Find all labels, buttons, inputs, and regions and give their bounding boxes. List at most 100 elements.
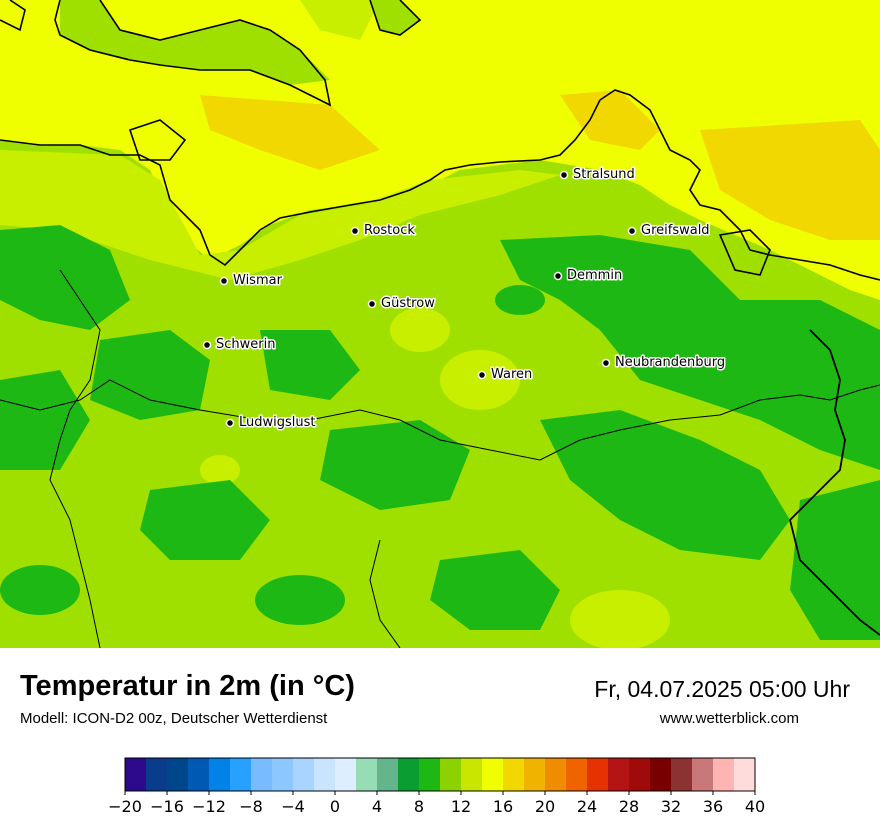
colorbar-cell bbox=[461, 758, 483, 791]
cool-patch bbox=[430, 550, 560, 630]
colorbar-tick-label: 36 bbox=[703, 797, 723, 816]
island-coastline bbox=[369, 0, 422, 36]
cool-patch bbox=[140, 480, 270, 560]
colorbar-cell bbox=[629, 758, 651, 791]
colorbar-cell bbox=[713, 758, 735, 791]
city-dot bbox=[350, 226, 360, 236]
city-label: Stralsund bbox=[573, 167, 635, 182]
cool-patch bbox=[255, 575, 345, 625]
state-border bbox=[369, 539, 401, 648]
colorbar-cell bbox=[587, 758, 609, 791]
city-label: Waren bbox=[491, 367, 532, 382]
colorbar-tick-label: −8 bbox=[239, 797, 263, 816]
colorbar-cell bbox=[356, 758, 378, 791]
city-marker: Güstrow bbox=[367, 295, 437, 313]
map-title: Temperatur in 2m (in °C) bbox=[20, 670, 355, 702]
city-marker: Neubrandenburg bbox=[601, 354, 727, 372]
island-coastline bbox=[54, 0, 332, 107]
colorbar-cell bbox=[293, 758, 315, 791]
city-marker: Rostock bbox=[350, 222, 417, 240]
colorbar-cell bbox=[167, 758, 189, 791]
national-border bbox=[789, 329, 880, 636]
city-label: Wismar bbox=[233, 273, 283, 288]
colorbar-cell bbox=[566, 758, 588, 791]
colorbar-cell bbox=[314, 758, 336, 791]
warm-patch bbox=[570, 590, 670, 648]
colorbar-cell bbox=[377, 758, 399, 791]
map-canvas: Stralsund Rostock Greifswald Demmin Wismar Gü… bbox=[0, 0, 880, 648]
model-info: Modell: ICON-D2 00z, Deutscher Wetterdie… bbox=[20, 710, 328, 727]
colorbar-cell bbox=[650, 758, 672, 791]
city-dot bbox=[559, 170, 569, 180]
colorbar-cell bbox=[146, 758, 168, 791]
city-marker: Waren bbox=[477, 366, 534, 384]
sea-area bbox=[0, 0, 880, 300]
cool-patch bbox=[0, 565, 80, 615]
city-label: Güstrow bbox=[381, 296, 435, 311]
colorbar-tick-label: 32 bbox=[661, 797, 681, 816]
colorbar-cell bbox=[272, 758, 294, 791]
state-border bbox=[49, 269, 101, 648]
city-label: Schwerin bbox=[216, 337, 275, 352]
city-dot bbox=[202, 340, 212, 350]
colorbar-tick-label: 12 bbox=[451, 797, 471, 816]
colorbar-tick-label: 40 bbox=[745, 797, 765, 816]
sea-warm-area bbox=[200, 90, 880, 240]
cool-patch bbox=[260, 330, 360, 400]
coastlines bbox=[0, 0, 880, 281]
colorbar-cell bbox=[419, 758, 441, 791]
colorbar-tick-label: 16 bbox=[493, 797, 513, 816]
island-coastline bbox=[0, 0, 26, 32]
city-label: Greifswald bbox=[641, 223, 710, 238]
cool-patch bbox=[0, 370, 90, 470]
city-marker: Demmin bbox=[553, 267, 624, 285]
colorbar-cell bbox=[188, 758, 210, 791]
city-label: Rostock bbox=[364, 223, 415, 238]
city-dot bbox=[219, 276, 229, 286]
colorbar-tick-label: −12 bbox=[192, 797, 226, 816]
colorbar-tick-label: 8 bbox=[414, 797, 424, 816]
city-dot bbox=[477, 370, 487, 380]
city-marker: Greifswald bbox=[627, 222, 711, 240]
colorbar-cell bbox=[125, 758, 147, 791]
island-land bbox=[370, 0, 420, 35]
city-dot bbox=[627, 226, 637, 236]
city-dot bbox=[553, 271, 563, 281]
colorbar-cell bbox=[251, 758, 273, 791]
city-marker: Wismar bbox=[219, 272, 284, 290]
colorbar-cell bbox=[503, 758, 525, 791]
city-marker: Ludwigslust bbox=[225, 414, 317, 432]
colorbar-tick-label: 0 bbox=[330, 797, 340, 816]
cool-patch bbox=[655, 305, 725, 355]
city-dot bbox=[225, 418, 235, 428]
colorbar-cell bbox=[545, 758, 567, 791]
colorbar-cell bbox=[734, 758, 756, 791]
forecast-datetime: Fr, 04.07.2025 05:00 Uhr bbox=[594, 676, 850, 702]
temperature-map: Stralsund Rostock Greifswald Demmin Wismar Gü… bbox=[0, 0, 880, 648]
cool-patch bbox=[790, 480, 880, 640]
city-label: Ludwigslust bbox=[239, 415, 316, 430]
state-border bbox=[0, 379, 880, 461]
island-coastline bbox=[128, 119, 187, 161]
northern-island-land bbox=[60, 0, 420, 85]
city-label: Neubrandenburg bbox=[615, 355, 725, 370]
island-land bbox=[60, 0, 330, 85]
cool-patch bbox=[495, 285, 545, 315]
city-label: Demmin bbox=[567, 268, 622, 283]
colorbar-tick-label: 24 bbox=[577, 797, 597, 816]
borders bbox=[0, 269, 880, 648]
colorbar-tick-label: −16 bbox=[150, 797, 184, 816]
colorbar-cell bbox=[608, 758, 630, 791]
warm-land-patches bbox=[200, 308, 670, 648]
city-marker: Stralsund bbox=[559, 166, 636, 184]
colorbar-cell bbox=[230, 758, 252, 791]
colorbar-cell bbox=[209, 758, 231, 791]
colorbar-cells bbox=[125, 758, 756, 791]
city-markers: Stralsund Rostock Greifswald Demmin Wismar Gü… bbox=[202, 166, 727, 432]
website-label: www.wetterblick.com bbox=[659, 710, 799, 727]
colorbar-cell bbox=[482, 758, 504, 791]
colorbar-tick-label: 28 bbox=[619, 797, 639, 816]
colorbar-tick-label: −4 bbox=[281, 797, 305, 816]
cool-patch bbox=[320, 420, 470, 510]
warm-patch bbox=[440, 350, 520, 410]
